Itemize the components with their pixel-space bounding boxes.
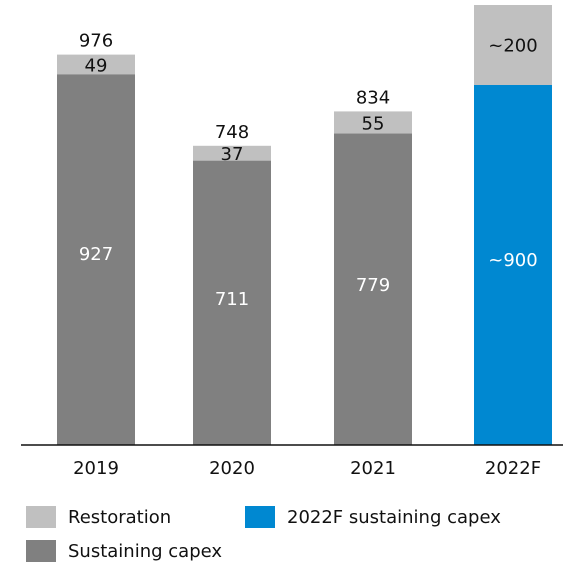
- x-tick-label-2021: 2021: [350, 458, 396, 479]
- bar-sustaining-capex-2020: [193, 160, 271, 445]
- bar-2022f-sustaining-capex-2022f: [474, 85, 552, 445]
- legend-swatch-sustaining-capex: [26, 540, 56, 562]
- bar-restoration-2019: [57, 54, 135, 75]
- x-tick-label-2020: 2020: [209, 458, 255, 479]
- total-label-2021: 834: [356, 87, 390, 108]
- x-tick-label-2022f: 2022F: [485, 458, 541, 479]
- data-label-restoration-2022f: ~200: [488, 35, 537, 56]
- x-tick-label-2019: 2019: [73, 458, 119, 479]
- legend-label-2022f-sustaining-capex: 2022F sustaining capex: [287, 506, 501, 528]
- legend-swatch-2022f-sustaining-capex: [245, 506, 275, 528]
- bar-sustaining-capex-2021: [334, 133, 412, 445]
- legend-item-2022f-sustaining-capex: 2022F sustaining capex: [245, 506, 501, 528]
- data-label-sustaining-capex-2019: 927: [79, 244, 113, 265]
- data-label-restoration-2019: 49: [85, 55, 108, 76]
- data-label-sustaining-capex-2021: 779: [356, 275, 390, 296]
- data-label-2022f-sustaining-capex-2022f: ~900: [488, 250, 537, 271]
- data-label-restoration-2020: 37: [221, 144, 244, 165]
- bar-restoration-2022f: [474, 5, 552, 85]
- bar-restoration-2021: [334, 111, 412, 134]
- total-label-2019: 976: [79, 31, 113, 52]
- legend-label-sustaining-capex: Sustaining capex: [68, 540, 223, 562]
- legend-swatch-restoration: [26, 506, 56, 528]
- data-label-restoration-2021: 55: [362, 113, 385, 134]
- legend-label-restoration: Restoration: [68, 506, 172, 528]
- legend-item-sustaining-capex: Sustaining capex: [26, 540, 222, 562]
- bar-restoration-2020: [193, 145, 271, 161]
- legend-item-restoration: Restoration: [26, 506, 171, 528]
- total-label-2020: 748: [215, 122, 249, 143]
- data-label-sustaining-capex-2020: 711: [215, 289, 249, 310]
- bar-sustaining-capex-2019: [57, 74, 135, 445]
